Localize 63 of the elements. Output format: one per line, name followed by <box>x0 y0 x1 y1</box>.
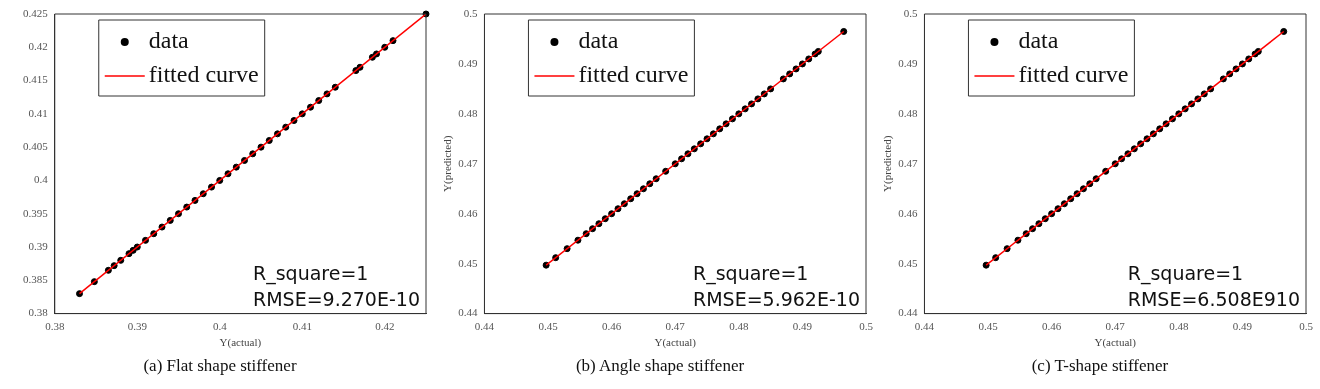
x-axis-title: Y(actual) <box>1094 336 1137 350</box>
text: (c) T-shape stiffener <box>1030 356 1170 376</box>
x-tick-label: 0.4 <box>212 320 228 333</box>
y-tick-label: 0.395 <box>23 206 49 219</box>
x-tick-label: 0.49 <box>1232 320 1253 333</box>
annotation: RMSE=5.962E-10 <box>692 287 860 310</box>
y-tick-label: 0.48 <box>458 106 478 119</box>
y-tick-label: 0.45 <box>458 256 478 269</box>
x-tick-label: 0.5 <box>859 320 874 333</box>
y-tick-label: 0.46 <box>898 206 918 219</box>
y-tick-label: 0.39 <box>28 239 49 252</box>
y-axis-title: Y(predicted) <box>441 135 455 192</box>
x-tick-label: 0.48 <box>1169 320 1189 333</box>
y-tick-label: 0.49 <box>898 56 918 69</box>
y-tick-label: 0.425 <box>23 6 49 19</box>
x-tick-label: 0.45 <box>538 320 559 333</box>
legend-label: data <box>1018 27 1059 54</box>
legend-label: fitted curve <box>1018 61 1129 88</box>
x-tick-label: 0.45 <box>978 320 999 333</box>
annotation: RMSE=6.508E910 <box>1127 287 1301 310</box>
y-tick-label: 0.42 <box>28 40 48 53</box>
x-tick-label: 0.48 <box>729 320 749 333</box>
y-tick-label: 0.44 <box>458 306 478 319</box>
legend-label: fitted curve <box>148 61 259 88</box>
legend-label: data <box>578 27 619 54</box>
x-tick-label: 0.49 <box>792 320 813 333</box>
y-tick-label: 0.4 <box>34 173 49 186</box>
y-tick-label: 0.415 <box>23 73 49 86</box>
x-tick-label: 0.41 <box>292 320 312 333</box>
y-tick-label: 0.5 <box>463 6 478 19</box>
y-tick-label: 0.44 <box>898 306 918 319</box>
legend-label: data <box>148 27 190 54</box>
text: (b) Angle shape stiffener <box>574 356 746 376</box>
y-tick-label: 0.48 <box>898 106 918 119</box>
x-axis-title: Y(actual) <box>219 336 262 350</box>
y-tick-label: 0.46 <box>458 206 478 219</box>
y-tick-label: 0.5 <box>903 6 918 19</box>
annotation: R_square=1 <box>1127 261 1244 285</box>
y-tick-label: 0.41 <box>28 106 48 119</box>
annotation: RMSE=9.270E-10 <box>252 287 420 310</box>
x-tick-label: 0.44 <box>914 320 935 333</box>
x-tick-label: 0.5 <box>1299 320 1314 333</box>
y-tick-label: 0.38 <box>28 306 49 319</box>
y-tick-label: 0.45 <box>898 256 918 269</box>
x-tick-label: 0.47 <box>1105 320 1126 333</box>
text: (a) Flat shape stiffener <box>142 356 298 376</box>
x-tick-label: 0.46 <box>602 320 622 333</box>
y-tick-label: 0.405 <box>23 140 49 153</box>
annotation: R_square=1 <box>692 261 809 285</box>
y-tick-label: 0.47 <box>458 156 478 169</box>
x-tick-label: 0.42 <box>375 320 395 333</box>
x-tick-label: 0.46 <box>1042 320 1062 333</box>
y-tick-label: 0.49 <box>458 56 478 69</box>
y-tick-label: 0.47 <box>898 156 918 169</box>
x-tick-label: 0.38 <box>45 320 65 333</box>
x-tick-label: 0.39 <box>127 320 148 333</box>
x-tick-label: 0.44 <box>474 320 495 333</box>
y-tick-label: 0.385 <box>23 273 49 286</box>
x-tick-label: 0.47 <box>665 320 686 333</box>
legend-label: fitted curve <box>578 61 689 88</box>
x-axis-title: Y(actual) <box>654 336 697 350</box>
annotation: R_square=1 <box>252 261 369 285</box>
y-axis-title: Y(predicted) <box>881 135 895 192</box>
